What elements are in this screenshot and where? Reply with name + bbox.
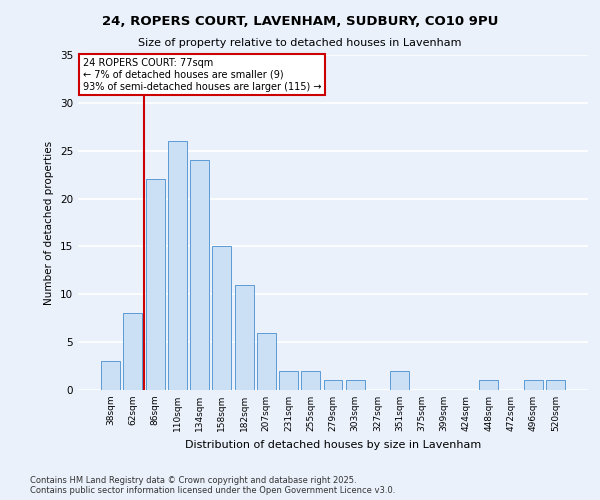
Text: 24, ROPERS COURT, LAVENHAM, SUDBURY, CO10 9PU: 24, ROPERS COURT, LAVENHAM, SUDBURY, CO1… (102, 15, 498, 28)
Bar (257, 332, 276, 390)
Bar (546, 380, 565, 390)
Bar (279, 371, 298, 390)
Text: 24 ROPERS COURT: 77sqm
← 7% of detached houses are smaller (9)
93% of semi-detac: 24 ROPERS COURT: 77sqm ← 7% of detached … (83, 58, 322, 92)
Bar (346, 380, 365, 390)
Bar (301, 371, 320, 390)
Bar (190, 160, 209, 390)
Bar (323, 380, 343, 390)
Text: Size of property relative to detached houses in Lavenham: Size of property relative to detached ho… (138, 38, 462, 48)
Bar (146, 180, 164, 390)
Bar (479, 380, 498, 390)
Bar (101, 362, 120, 390)
Text: Contains HM Land Registry data © Crown copyright and database right 2025.
Contai: Contains HM Land Registry data © Crown c… (30, 476, 395, 495)
Bar (212, 246, 231, 390)
X-axis label: Distribution of detached houses by size in Lavenham: Distribution of detached houses by size … (185, 440, 481, 450)
Bar (124, 314, 142, 390)
Bar (235, 284, 254, 390)
Bar (390, 371, 409, 390)
Bar (168, 141, 187, 390)
Bar (524, 380, 542, 390)
Y-axis label: Number of detached properties: Number of detached properties (44, 140, 55, 304)
